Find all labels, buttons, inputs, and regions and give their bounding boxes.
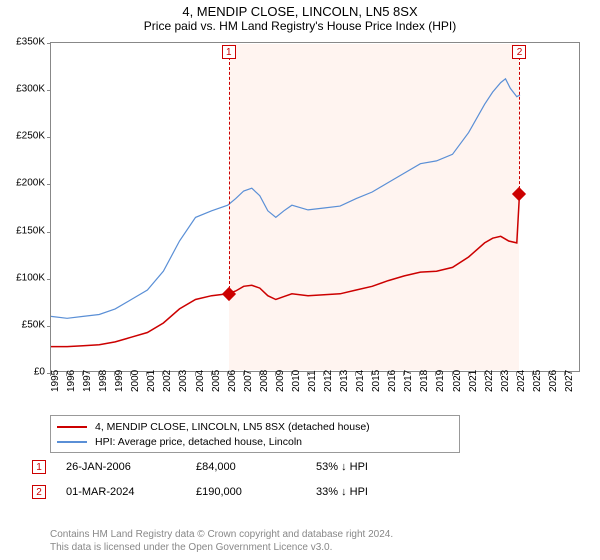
x-axis-label: 2017	[403, 370, 414, 392]
title-line-1: 4, MENDIP CLOSE, LINCOLN, LN5 8SX	[0, 0, 600, 19]
series-hpi	[51, 79, 520, 318]
chart-container: 4, MENDIP CLOSE, LINCOLN, LN5 8SX Price …	[0, 0, 600, 560]
sale-date: 01-MAR-2024	[66, 486, 196, 498]
legend-swatch	[57, 426, 87, 428]
x-axis-label: 2025	[532, 370, 543, 392]
footer-line-2: This data is licensed under the Open Gov…	[50, 541, 393, 554]
legend-swatch	[57, 441, 87, 443]
legend-row: HPI: Average price, detached house, Linc…	[57, 434, 453, 449]
y-axis-label: £100K	[0, 272, 45, 283]
x-axis-label: 2002	[162, 370, 173, 392]
y-axis-label: £150K	[0, 225, 45, 236]
x-axis-label: 2001	[146, 370, 157, 392]
x-axis-label: 2023	[500, 370, 511, 392]
x-axis-label: 1995	[50, 370, 61, 392]
legend-text: 4, MENDIP CLOSE, LINCOLN, LN5 8SX (detac…	[95, 421, 370, 433]
sale-marker-line	[229, 57, 230, 294]
title-line-2: Price paid vs. HM Land Registry's House …	[0, 19, 600, 35]
y-axis-label: £300K	[0, 84, 45, 95]
footer-line-1: Contains HM Land Registry data © Crown c…	[50, 528, 393, 541]
sale-delta: 53% ↓ HPI	[316, 461, 368, 473]
x-axis-label: 2016	[387, 370, 398, 392]
y-axis-label: £200K	[0, 178, 45, 189]
x-axis-label: 2027	[564, 370, 575, 392]
x-axis-label: 1999	[114, 370, 125, 392]
x-axis-label: 2005	[211, 370, 222, 392]
x-axis-label: 2009	[275, 370, 286, 392]
x-axis-label: 1996	[66, 370, 77, 392]
sale-marker-icon: 2	[32, 485, 46, 499]
plot-box: 12	[50, 42, 580, 372]
x-axis-label: 2024	[516, 370, 527, 392]
y-axis-label: £250K	[0, 131, 45, 142]
series-lines	[51, 43, 581, 373]
x-axis-label: 2010	[291, 370, 302, 392]
sale-row: 2 01-MAR-2024 £190,000 33% ↓ HPI	[32, 485, 368, 499]
x-axis-label: 1998	[98, 370, 109, 392]
x-axis-label: 2004	[195, 370, 206, 392]
x-axis-label: 2007	[243, 370, 254, 392]
x-axis-label: 2026	[548, 370, 559, 392]
x-axis-label: 2013	[339, 370, 350, 392]
y-axis-label: £50K	[0, 319, 45, 330]
y-axis-label: £0	[0, 367, 45, 378]
y-axis-label: £350K	[0, 37, 45, 48]
x-axis-label: 2008	[259, 370, 270, 392]
sale-delta: 33% ↓ HPI	[316, 486, 368, 498]
x-axis-label: 2018	[419, 370, 430, 392]
legend-row: 4, MENDIP CLOSE, LINCOLN, LN5 8SX (detac…	[57, 419, 453, 434]
legend-text: HPI: Average price, detached house, Linc…	[95, 436, 302, 448]
x-axis-label: 1997	[82, 370, 93, 392]
x-axis-label: 2011	[307, 370, 318, 392]
x-axis-label: 2012	[323, 370, 334, 392]
x-axis-label: 2003	[178, 370, 189, 392]
x-axis-label: 2019	[435, 370, 446, 392]
x-axis-label: 2006	[227, 370, 238, 392]
sale-date: 26-JAN-2006	[66, 461, 196, 473]
x-axis-label: 2015	[371, 370, 382, 392]
series-property	[51, 194, 520, 347]
x-axis-label: 2022	[484, 370, 495, 392]
x-axis-label: 2014	[355, 370, 366, 392]
x-axis-label: 2000	[130, 370, 141, 392]
chart-area: 12 £0£50K£100K£150K£200K£250K£300K£350K1…	[50, 42, 580, 372]
sale-marker-icon: 1	[32, 460, 46, 474]
sale-price: £84,000	[196, 461, 316, 473]
legend-box: 4, MENDIP CLOSE, LINCOLN, LN5 8SX (detac…	[50, 415, 460, 453]
sale-marker-line	[519, 57, 520, 194]
x-axis-label: 2021	[468, 370, 479, 392]
sale-price: £190,000	[196, 486, 316, 498]
sale-row: 1 26-JAN-2006 £84,000 53% ↓ HPI	[32, 460, 368, 474]
x-axis-label: 2020	[452, 370, 463, 392]
sale-marker-box: 1	[222, 45, 236, 59]
sale-marker-box: 2	[512, 45, 526, 59]
footer-text: Contains HM Land Registry data © Crown c…	[50, 528, 393, 554]
